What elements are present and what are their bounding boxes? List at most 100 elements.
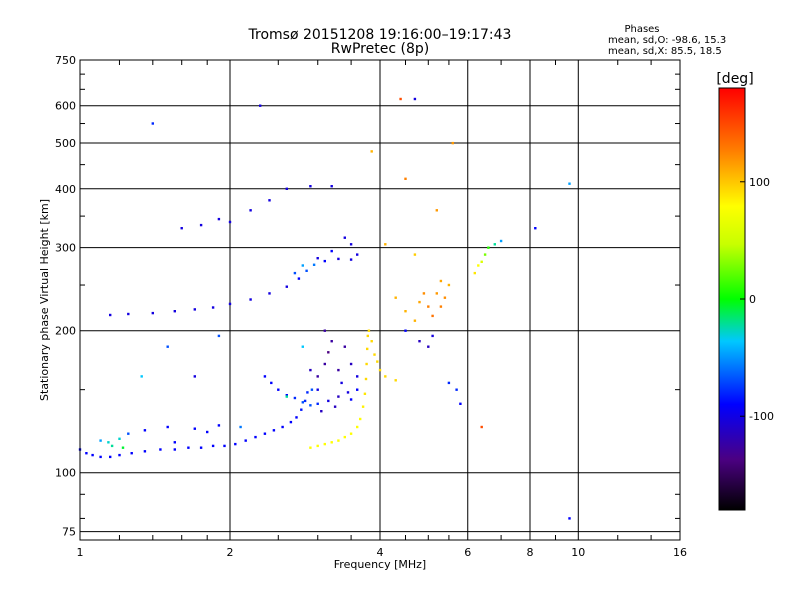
echo-point: [330, 249, 333, 253]
echo-point: [249, 209, 252, 212]
echo-point: [217, 424, 221, 427]
echo-point: [418, 340, 421, 343]
x-tick-label: 4: [377, 546, 384, 559]
echo-point: [151, 122, 154, 125]
echo-point: [263, 375, 267, 378]
echo-point: [107, 441, 110, 444]
echo-point: [110, 444, 114, 448]
echo-point: [244, 439, 247, 442]
echo-point: [349, 362, 353, 366]
echo-point: [323, 259, 326, 263]
echo-point: [343, 345, 346, 348]
echo-point: [173, 310, 176, 313]
x-tick-labels: 1 2 4 6 8 10 16: [77, 546, 688, 559]
echo-point: [268, 292, 271, 295]
echo-point: [330, 185, 333, 188]
echo-point: [455, 388, 458, 391]
echo-point: [451, 141, 454, 145]
echo-point: [309, 446, 312, 449]
echo-point: [323, 329, 326, 332]
echo-point: [268, 199, 271, 202]
echo-point: [277, 388, 280, 391]
echo-point: [249, 298, 252, 301]
chart-subtitle: RwPretec (8p): [331, 41, 429, 57]
echo-point: [285, 395, 288, 398]
echo-point: [193, 375, 196, 378]
echo-point: [199, 223, 203, 227]
echo-point: [270, 381, 273, 385]
y-tick-label: 300: [55, 242, 76, 255]
echo-point: [480, 260, 483, 263]
colorbar-label: [deg]: [716, 71, 753, 87]
echo-point: [316, 388, 319, 391]
echo-point: [223, 444, 226, 448]
echo-point: [127, 432, 130, 435]
echo-point: [173, 448, 176, 451]
echo-point: [228, 220, 232, 224]
phase-stats-title: Phases: [624, 24, 659, 35]
echo-point: [413, 253, 417, 256]
echo-point: [316, 402, 319, 405]
echo-point: [427, 305, 430, 308]
echo-point: [349, 258, 353, 261]
echo-point: [349, 398, 353, 401]
phase-stats-x: mean, sd,X: 85.5, 18.5: [608, 46, 722, 57]
echo-point: [346, 391, 350, 394]
echo-point: [143, 450, 147, 453]
echo-point: [418, 300, 421, 304]
echo-point: [301, 264, 304, 267]
echo-point: [159, 448, 162, 451]
echo-point: [118, 453, 121, 457]
echo-point: [384, 243, 387, 246]
echo-point: [394, 296, 397, 299]
echo-point: [431, 334, 434, 338]
echo-point: [206, 430, 209, 434]
echo-point: [121, 446, 125, 449]
echo-point: [487, 246, 490, 249]
echo-point: [404, 177, 407, 180]
echo-point: [309, 368, 312, 372]
echo-point: [366, 334, 369, 338]
echo-point: [118, 437, 121, 440]
echo-point: [140, 375, 143, 378]
echo-point: [367, 329, 371, 332]
echo-point: [568, 182, 571, 185]
echo-point: [459, 402, 462, 405]
echo-point: [343, 435, 346, 439]
echo-point: [394, 379, 397, 382]
echo-point: [306, 391, 309, 394]
echo-point: [399, 97, 402, 101]
x-tick-label: 2: [227, 546, 234, 559]
echo-point: [568, 517, 571, 520]
echo-point: [234, 442, 237, 446]
echo-point: [477, 264, 480, 267]
echo-point: [404, 329, 407, 332]
colorbar-ticks: 100 0 -100: [740, 176, 774, 423]
echo-point: [356, 388, 359, 391]
echo-point: [193, 427, 196, 430]
echo-point: [330, 340, 333, 343]
echo-point: [316, 375, 319, 378]
y-tick-label: 75: [62, 526, 76, 539]
echo-point: [180, 227, 183, 230]
echo-point: [143, 429, 147, 432]
x-tick-label: 1: [77, 546, 84, 559]
phase-stats-o: mean, sd,O: -98.6, 15.3: [608, 35, 726, 46]
echo-point: [378, 368, 382, 372]
echo-point: [340, 381, 343, 385]
echo-point: [316, 257, 319, 260]
echo-point: [289, 420, 293, 424]
y-tick-label: 500: [55, 137, 76, 150]
x-tick-label: 10: [571, 546, 585, 559]
echo-point: [370, 340, 373, 343]
echo-point: [91, 453, 94, 457]
y-tick-label: 100: [55, 467, 76, 480]
echo-point: [301, 345, 304, 348]
echo-point: [297, 277, 301, 280]
echo-point: [364, 377, 368, 381]
echo-point: [217, 217, 221, 221]
y-tick-label: 400: [55, 183, 76, 196]
echo-point: [356, 253, 359, 256]
echo-point: [337, 368, 340, 372]
